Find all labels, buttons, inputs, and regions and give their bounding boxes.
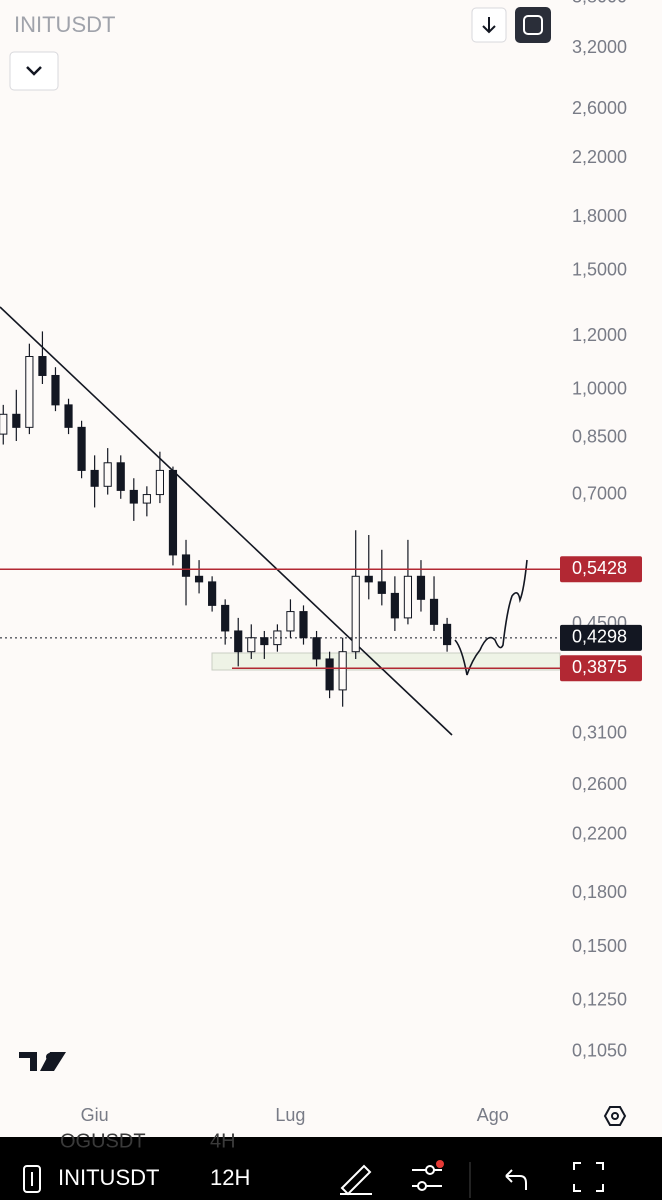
candle-body <box>442 623 452 646</box>
y-tick-label: 3,2000 <box>572 37 627 57</box>
y-tick-label: 3,8000 <box>572 0 627 6</box>
y-tick-label: 2,2000 <box>572 147 627 167</box>
ghost-interval: 4H <box>210 1130 236 1152</box>
candle-body <box>247 637 256 653</box>
candle-body <box>234 630 243 653</box>
candle-body <box>208 581 217 606</box>
bottom-toolbar <box>0 1137 662 1200</box>
fullscreen-icon <box>523 15 543 35</box>
dropdown-button[interactable] <box>9 51 59 91</box>
candle-body <box>377 581 386 594</box>
candle-body <box>390 592 399 619</box>
x-tick-label: Lug <box>275 1105 305 1125</box>
toolbar-symbol[interactable]: INITUSDT <box>58 1165 159 1190</box>
projection-sketch <box>454 559 528 676</box>
chevron-icon <box>26 66 42 76</box>
candle-body <box>403 575 413 619</box>
toolbar-interval[interactable]: 12H <box>210 1165 250 1190</box>
symbol-icon <box>23 1165 41 1193</box>
candle-body <box>25 356 34 428</box>
tv-logo <box>46 1053 54 1061</box>
y-tick-label: 1,2000 <box>572 325 627 345</box>
trendline <box>0 306 453 736</box>
indicators-icon <box>417 1181 427 1191</box>
candle-body <box>416 575 426 600</box>
candle-body <box>194 575 204 583</box>
candle-body <box>129 489 138 504</box>
candle-body <box>0 413 8 435</box>
candle-body <box>325 658 334 691</box>
y-tick-label: 0,1500 <box>572 936 627 956</box>
ghost-symbol: OGUSDT <box>60 1130 146 1152</box>
y-tick-label: 0,7000 <box>572 483 627 503</box>
candle-body <box>12 413 21 428</box>
last-price-label: 0,4298 <box>572 627 627 647</box>
candle-body <box>299 611 308 639</box>
candle-body <box>351 575 360 653</box>
plot-area: 3,8000 3,2000 2,6000 2,2000 1,8000 1,5000 1,20… <box>0 0 642 1125</box>
x-tick-label: Ago <box>477 1105 509 1125</box>
y-tick-label: 2,6000 <box>572 98 627 118</box>
y-tick-label: 1,5000 <box>572 259 627 279</box>
candle-body <box>286 611 295 632</box>
level-label: 0,5428 <box>572 558 627 578</box>
y-tick-label: 1,0000 <box>572 379 627 399</box>
y-tick-label: 0,2200 <box>572 823 627 843</box>
x-tick-label: Giu <box>81 1105 109 1125</box>
undo-icon[interactable] <box>505 1169 527 1190</box>
candle-body <box>429 598 439 625</box>
draw-icon[interactable] <box>340 1164 372 1196</box>
candle-body <box>181 554 191 577</box>
level-label-box <box>560 556 642 583</box>
settings-icon <box>611 1112 619 1120</box>
candle-body <box>142 494 151 504</box>
symbol-title: INITUSDT <box>14 12 115 37</box>
candle-body <box>64 404 73 428</box>
candle-body <box>273 630 282 646</box>
arrow-icon <box>482 17 496 34</box>
tv-logo <box>19 1052 66 1071</box>
candle-body <box>260 637 269 646</box>
indicators-icon <box>425 1165 435 1175</box>
candle-body <box>77 426 86 471</box>
candle-body <box>168 469 178 556</box>
y-tick-label: 0,1250 <box>572 989 627 1009</box>
candle-body <box>90 469 99 487</box>
notification-dot <box>436 1160 444 1168</box>
candle-body <box>221 604 230 632</box>
y-tick-label: 0,1800 <box>572 882 627 902</box>
candle-body <box>364 575 373 583</box>
candle-body <box>155 469 164 496</box>
settings-icon[interactable] <box>603 1106 627 1126</box>
y-tick-label: 0,8500 <box>572 426 627 446</box>
candle-body <box>338 651 347 691</box>
candle-body <box>103 462 112 487</box>
fullscreen-button[interactable] <box>515 7 551 43</box>
fullscreen-toolbar-icon[interactable] <box>573 1162 604 1192</box>
level-label-box <box>560 655 642 682</box>
y-tick-label: 0,3100 <box>572 723 627 743</box>
candle-body <box>51 374 60 406</box>
candle-body <box>312 637 321 660</box>
candle-body <box>116 462 125 491</box>
y-tick-label: 0,2600 <box>572 774 627 794</box>
y-tick-label: 0,1050 <box>572 1041 627 1061</box>
level-label: 0,3875 <box>572 657 627 677</box>
candle-body <box>38 356 47 376</box>
last-price-box <box>560 624 642 651</box>
y-tick-label: 1,8000 <box>572 206 627 226</box>
